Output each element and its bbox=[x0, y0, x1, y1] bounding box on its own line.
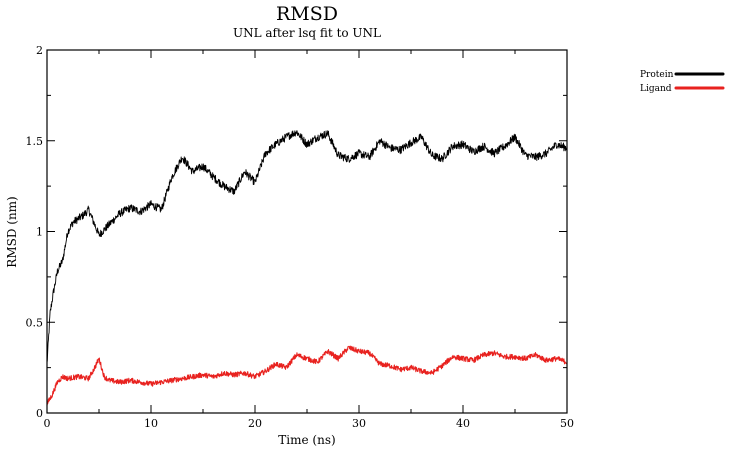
series-layer bbox=[46, 130, 568, 406]
x-tick-label: 50 bbox=[560, 417, 574, 430]
tick-layer: 0 10 20 30 40 50 0 0.5 1 1.5 2 bbox=[26, 44, 575, 430]
y-tick-label: 0 bbox=[36, 407, 43, 420]
series-line-ligand bbox=[46, 345, 568, 406]
chart-subtitle: UNL after lsq fit to UNL bbox=[233, 26, 381, 40]
x-tick-label: 10 bbox=[144, 417, 158, 430]
y-tick-label: 2 bbox=[36, 44, 43, 57]
legend-label-protein: Protein bbox=[640, 70, 674, 80]
plot-area bbox=[47, 50, 567, 413]
y-axis-label: RMSD (nm) bbox=[5, 196, 19, 267]
x-tick-label: 40 bbox=[456, 417, 470, 430]
plot-background bbox=[47, 50, 567, 413]
y-tick-label: 0.5 bbox=[26, 316, 44, 329]
x-tick-label: 20 bbox=[248, 417, 262, 430]
series-line-protein bbox=[46, 130, 568, 363]
y-tick-label: 1 bbox=[36, 226, 43, 239]
x-axis-label: Time (ns) bbox=[278, 433, 335, 447]
legend-label-ligand: Ligand bbox=[640, 84, 672, 94]
chart-title: RMSD bbox=[276, 3, 338, 25]
legend: Protein Ligand bbox=[640, 70, 725, 94]
y-tick-label: 1.5 bbox=[26, 135, 44, 148]
x-tick-label: 0 bbox=[44, 417, 51, 430]
x-tick-label: 30 bbox=[352, 417, 366, 430]
